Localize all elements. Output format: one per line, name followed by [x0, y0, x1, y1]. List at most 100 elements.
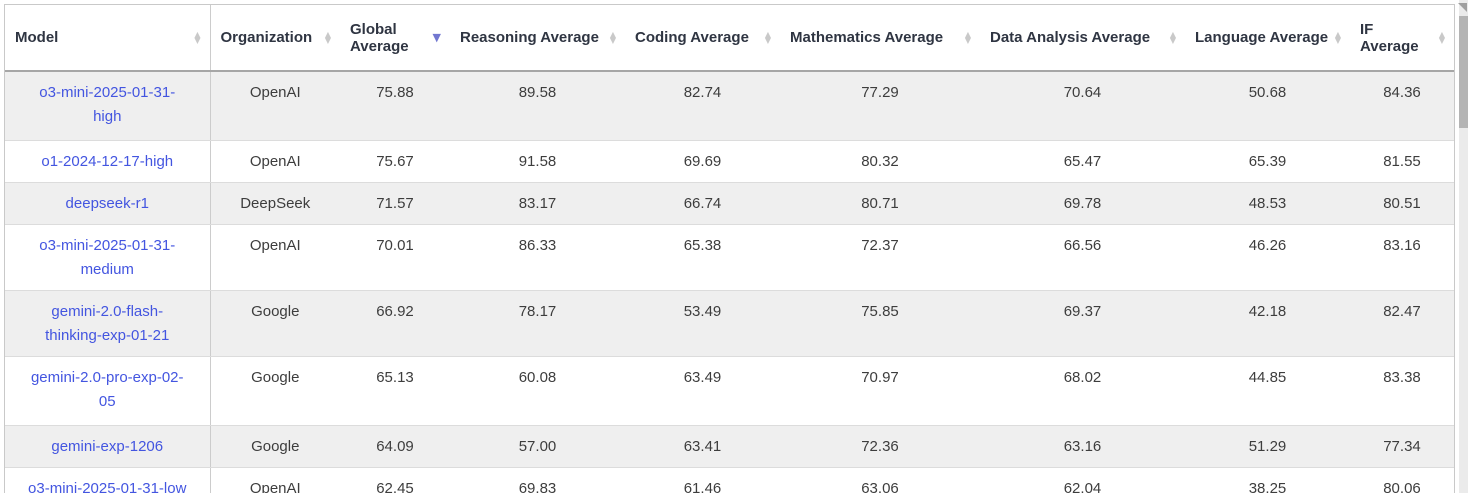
column-header-language-average[interactable]: Language Average ▲ ▼ — [1185, 5, 1350, 72]
column-header-organization[interactable]: Organization ▲ ▼ — [210, 5, 340, 72]
score-cell-reasoning-average: 86.33 — [450, 224, 625, 291]
score-cell-data-analysis-average: 69.78 — [980, 182, 1185, 225]
sort-icon: ▲ ▼ — [964, 29, 971, 45]
score-cell-mathematics-average: 63.06 — [780, 467, 980, 493]
score-cell-language-average: 48.53 — [1185, 182, 1350, 225]
sort-icon: ▲ ▼ — [1169, 29, 1176, 45]
sort-icon: ▲ ▼ — [194, 29, 201, 45]
sort-icon: ▲ ▼ — [764, 29, 771, 45]
score-cell-if-average: 80.06 — [1350, 467, 1454, 493]
column-header-mathematics-average[interactable]: Mathematics Average ▲ ▼ — [780, 5, 980, 72]
organization-cell: Google — [210, 356, 340, 426]
model-link[interactable]: o3-mini-2025-01-31-medium — [39, 236, 176, 278]
score-cell-if-average: 83.38 — [1350, 356, 1454, 426]
score-cell-reasoning-average: 91.58 — [450, 140, 625, 183]
model-link[interactable]: o3-mini-2025-01-31-high — [39, 84, 176, 125]
score-cell-global-average: 65.13 — [340, 356, 450, 426]
column-header-model[interactable]: Model ▲ ▼ — [5, 5, 211, 72]
score-cell-language-average: 42.18 — [1185, 290, 1350, 357]
model-cell: gemini-2.0-pro-exp-02-05 — [5, 356, 211, 426]
leaderboard-table-container: Model ▲ ▼ Organization ▲ ▼ Global Average … — [4, 4, 1455, 493]
score-cell-mathematics-average: 80.32 — [780, 140, 980, 183]
score-cell-global-average: 62.45 — [340, 467, 450, 493]
score-cell-coding-average: 61.46 — [625, 467, 780, 493]
score-cell-coding-average: 69.69 — [625, 140, 780, 183]
model-cell: o3-mini-2025-01-31-high — [5, 71, 211, 141]
model-cell: o1-2024-12-17-high — [5, 140, 211, 183]
score-cell-language-average: 44.85 — [1185, 356, 1350, 426]
vertical-scrollbar[interactable] — [1459, 0, 1468, 493]
column-label: Coding Average — [635, 29, 749, 46]
score-cell-mathematics-average: 72.36 — [780, 425, 980, 468]
organization-cell: Google — [210, 425, 340, 468]
score-cell-data-analysis-average: 63.16 — [980, 425, 1185, 468]
score-cell-language-average: 65.39 — [1185, 140, 1350, 183]
table-row: o3-mini-2025-01-31-high OpenAI 75.88 89.… — [5, 71, 1454, 141]
organization-cell: Google — [210, 290, 340, 357]
score-cell-reasoning-average: 60.08 — [450, 356, 625, 426]
table-row: gemini-2.0-flash-thinking-exp-01-21 Goog… — [5, 290, 1454, 357]
score-cell-coding-average: 65.38 — [625, 224, 780, 291]
column-label: Mathematics Average — [790, 29, 944, 46]
score-cell-language-average: 51.29 — [1185, 425, 1350, 468]
score-cell-if-average: 80.51 — [1350, 182, 1454, 225]
score-cell-if-average: 81.55 — [1350, 140, 1454, 183]
score-cell-global-average: 71.57 — [340, 182, 450, 225]
model-link[interactable]: o3-mini-2025-01-31-low — [28, 479, 187, 493]
model-cell: gemini-exp-1206 — [5, 425, 211, 468]
score-cell-data-analysis-average: 70.64 — [980, 71, 1185, 141]
score-cell-global-average: 75.88 — [340, 71, 450, 141]
scrollbar-thumb[interactable] — [1459, 16, 1468, 128]
score-cell-coding-average: 63.41 — [625, 425, 780, 468]
score-cell-coding-average: 82.74 — [625, 71, 780, 141]
model-link[interactable]: deepseek-r1 — [65, 194, 149, 212]
organization-cell: OpenAI — [210, 224, 340, 291]
score-cell-data-analysis-average: 65.47 — [980, 140, 1185, 183]
score-cell-data-analysis-average: 66.56 — [980, 224, 1185, 291]
sort-descending-icon: ▼ — [432, 31, 441, 44]
model-link[interactable]: gemini-exp-1206 — [51, 437, 164, 455]
score-cell-global-average: 70.01 — [340, 224, 450, 291]
score-cell-data-analysis-average: 62.04 — [980, 467, 1185, 493]
score-cell-reasoning-average: 57.00 — [450, 425, 625, 468]
score-cell-data-analysis-average: 68.02 — [980, 356, 1185, 426]
column-header-coding-average[interactable]: Coding Average ▲ ▼ — [625, 5, 780, 72]
sort-icon: ▲ ▼ — [1438, 29, 1445, 45]
table-row: o1-2024-12-17-high OpenAI 75.67 91.58 69… — [5, 140, 1454, 183]
column-header-reasoning-average[interactable]: Reasoning Average ▲ ▼ — [450, 5, 625, 72]
table-row: o3-mini-2025-01-31-low OpenAI 62.45 69.8… — [5, 467, 1454, 493]
sort-icon: ▲ ▼ — [609, 29, 616, 45]
model-cell: gemini-2.0-flash-thinking-exp-01-21 — [5, 290, 211, 357]
sort-icon: ▲ ▼ — [1334, 29, 1341, 45]
column-header-global-average[interactable]: Global Average ▼ — [340, 5, 450, 72]
score-cell-global-average: 66.92 — [340, 290, 450, 357]
model-link[interactable]: o1-2024-12-17-high — [41, 152, 174, 170]
score-cell-language-average: 50.68 — [1185, 71, 1350, 141]
score-cell-coding-average: 53.49 — [625, 290, 780, 357]
column-label: Global Average — [350, 20, 409, 55]
score-cell-coding-average: 63.49 — [625, 356, 780, 426]
column-header-data-analysis-average[interactable]: Data Analysis Average ▲ ▼ — [980, 5, 1185, 72]
column-label: Reasoning Average — [460, 29, 599, 46]
column-label: IF Average — [1360, 20, 1419, 55]
score-cell-language-average: 38.25 — [1185, 467, 1350, 493]
column-label: Language Average — [1195, 29, 1329, 46]
score-cell-mathematics-average: 72.37 — [780, 224, 980, 291]
model-link[interactable]: gemini-2.0-pro-exp-02-05 — [30, 368, 184, 410]
score-cell-mathematics-average: 75.85 — [780, 290, 980, 357]
score-cell-mathematics-average: 80.71 — [780, 182, 980, 225]
table-row: gemini-2.0-pro-exp-02-05 Google 65.13 60… — [5, 356, 1454, 426]
score-cell-mathematics-average: 70.97 — [780, 356, 980, 426]
score-cell-reasoning-average: 83.17 — [450, 182, 625, 225]
score-cell-data-analysis-average: 69.37 — [980, 290, 1185, 357]
column-label: Data Analysis Average — [990, 29, 1151, 46]
organization-cell: OpenAI — [210, 71, 340, 141]
score-cell-language-average: 46.26 — [1185, 224, 1350, 291]
score-cell-if-average: 77.34 — [1350, 425, 1454, 468]
model-link[interactable]: gemini-2.0-flash-thinking-exp-01-21 — [45, 302, 170, 344]
score-cell-reasoning-average: 69.83 — [450, 467, 625, 493]
table-row: gemini-exp-1206 Google 64.09 57.00 63.41… — [5, 425, 1454, 468]
column-header-if-average[interactable]: IF Average ▲ ▼ — [1350, 5, 1454, 72]
sort-icon: ▲ ▼ — [324, 29, 331, 45]
score-cell-global-average: 64.09 — [340, 425, 450, 468]
